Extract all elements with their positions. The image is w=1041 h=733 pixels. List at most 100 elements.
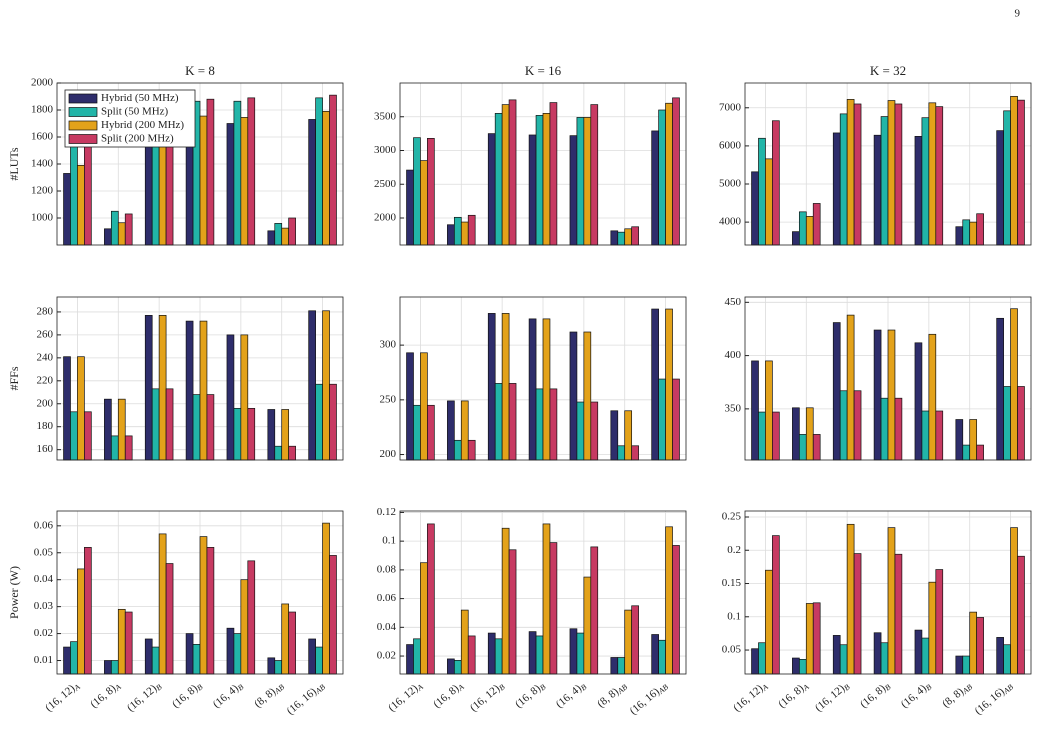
- bar: [240, 334, 249, 461]
- y-tick-label: 0.25: [722, 511, 742, 523]
- bar: [63, 173, 71, 246]
- bar: [583, 331, 592, 461]
- x-tick-label: (16, 12)B: [125, 679, 164, 715]
- axes-frame: [744, 82, 1032, 246]
- bar: [453, 439, 462, 461]
- bar: [1010, 527, 1018, 675]
- subplot-title: K = 16: [525, 63, 562, 78]
- y-tick-label: 2000: [374, 212, 397, 224]
- bar: [460, 221, 469, 246]
- bar: [914, 629, 923, 675]
- y-tick-label: 200: [380, 448, 397, 460]
- bar: [413, 404, 421, 461]
- bar: [104, 398, 112, 461]
- subplot: 350 400 450: [725, 296, 1032, 461]
- bar: [772, 411, 780, 461]
- category-subscript: B: [579, 682, 589, 692]
- bar: [610, 657, 619, 675]
- bar: [70, 131, 78, 246]
- bar: [549, 388, 558, 461]
- y-tick-label: 260: [37, 328, 54, 340]
- bar: [487, 133, 496, 246]
- subplot: 0.010.020.030.040.050.06(16, 12)A (16, 8)…: [7, 510, 344, 718]
- y-tick-label: 450: [725, 296, 742, 308]
- category-subscript: B: [924, 682, 934, 692]
- x-tick-label: (8, 8)AB: [595, 679, 629, 711]
- bar: [206, 394, 215, 461]
- y-tick-label: 0.03: [34, 600, 54, 612]
- bar: [772, 535, 780, 675]
- bar: [158, 533, 167, 675]
- x-tick-label: (16, 12)B: [813, 679, 852, 715]
- bar: [247, 407, 256, 461]
- axes-frame: [399, 296, 687, 461]
- bar: [315, 646, 323, 675]
- y-tick-label: 1200: [31, 185, 54, 197]
- bar: [240, 117, 249, 246]
- bar: [77, 356, 85, 461]
- legend-swatch: [68, 134, 98, 144]
- x-tick-label: (16, 16)AB: [284, 679, 327, 718]
- y-tick-label: 1600: [31, 131, 54, 143]
- y-tick-label: 220: [37, 374, 54, 386]
- bar: [528, 134, 537, 246]
- axes-frame: [56, 296, 344, 461]
- bar: [63, 646, 71, 675]
- bar: [928, 102, 937, 246]
- bar: [569, 135, 578, 246]
- bar: [935, 106, 944, 246]
- y-tick-label: 3500: [374, 110, 397, 122]
- bar: [624, 410, 633, 461]
- y-tick-label: 0.1: [727, 610, 741, 622]
- bar: [288, 445, 296, 461]
- bar: [569, 628, 578, 675]
- y-tick-label: 1800: [31, 104, 54, 116]
- y-tick-label: 0.04: [377, 621, 397, 633]
- bar: [935, 410, 944, 461]
- bar: [792, 407, 800, 461]
- y-tick-label: 350: [725, 402, 742, 414]
- bar: [880, 397, 889, 461]
- y-axis-label: Power (W): [7, 566, 21, 619]
- bar: [84, 138, 92, 246]
- category-subscript: A: [760, 682, 770, 693]
- bar: [158, 315, 167, 461]
- bar: [880, 642, 889, 675]
- bar: [873, 329, 882, 461]
- bar: [921, 410, 930, 461]
- bar: [955, 226, 964, 246]
- bar: [894, 103, 903, 246]
- legend-label: Hybrid (50 MHz): [101, 92, 179, 104]
- bar: [651, 308, 659, 461]
- bar: [590, 401, 599, 461]
- bar: [631, 445, 639, 461]
- bar: [288, 217, 296, 246]
- bar: [549, 102, 558, 246]
- subplot: 0.050.10.150.20.25(16, 12)A (16, 8)A (16, …: [722, 511, 1032, 717]
- bar: [165, 388, 174, 461]
- y-tick-label: 280: [37, 305, 54, 317]
- bar: [1017, 386, 1025, 461]
- bar: [117, 608, 126, 675]
- bar: [590, 546, 599, 675]
- bar: [281, 409, 290, 461]
- y-tick-label: 0.02: [34, 627, 53, 639]
- bar: [798, 434, 807, 461]
- category-subscript: B: [842, 682, 852, 692]
- x-tick-label: (16, 4)B: [553, 679, 588, 711]
- bar: [1003, 644, 1011, 675]
- bar: [887, 527, 896, 675]
- category-subscript: B: [195, 682, 205, 692]
- bar: [226, 123, 235, 246]
- x-tick-label: (16, 4)B: [898, 679, 933, 711]
- bar: [969, 221, 978, 246]
- bar: [124, 611, 133, 675]
- bar: [460, 400, 469, 461]
- bar: [427, 404, 435, 461]
- bar: [805, 603, 814, 675]
- category-subscript: B: [538, 682, 548, 692]
- x-tick-label: (16, 12)A: [43, 679, 82, 715]
- bar: [206, 547, 215, 675]
- x-tick-label: (16, 8)A: [431, 679, 466, 711]
- bar: [206, 98, 215, 246]
